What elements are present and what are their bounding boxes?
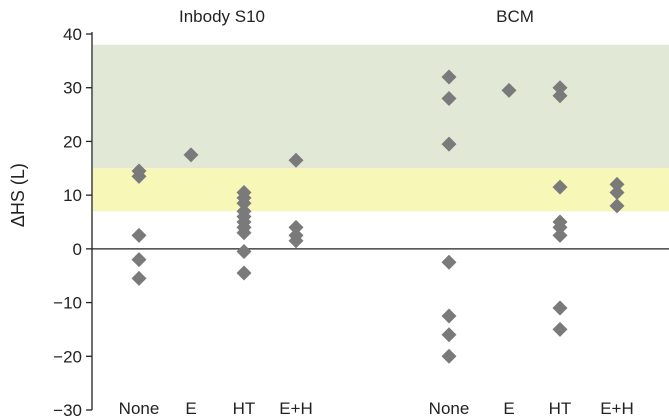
data-point <box>441 69 457 85</box>
data-point <box>552 321 568 337</box>
band-0 <box>93 44 669 169</box>
category-label: None <box>429 399 470 418</box>
data-point <box>183 147 199 163</box>
y-tick-label: 30 <box>63 79 82 98</box>
data-point <box>441 254 457 270</box>
data-point <box>441 348 457 364</box>
y-tick-label: −10 <box>53 294 82 313</box>
category-label: E+H <box>279 399 313 418</box>
data-point <box>552 80 568 96</box>
data-point <box>131 252 147 268</box>
data-points <box>131 69 625 364</box>
y-tick-label: −30 <box>53 401 82 418</box>
data-point <box>236 225 252 241</box>
data-point <box>552 219 568 235</box>
data-point <box>131 227 147 243</box>
band-1 <box>93 168 669 212</box>
category-label: HT <box>233 399 256 418</box>
y-tick-label: 0 <box>73 240 82 259</box>
y-axis-title: ΔHS (L) <box>8 163 28 227</box>
data-point <box>552 179 568 195</box>
data-point <box>441 136 457 152</box>
y-tick-label: 10 <box>63 186 82 205</box>
data-point <box>288 233 304 249</box>
category-label: None <box>119 399 160 418</box>
category-label: E <box>185 399 196 418</box>
data-point <box>131 270 147 286</box>
data-point <box>288 152 304 168</box>
data-point <box>609 184 625 200</box>
data-point <box>441 327 457 343</box>
data-point <box>288 219 304 235</box>
data-point <box>441 90 457 106</box>
data-point <box>609 198 625 214</box>
group-title-0: Inbody S10 <box>179 7 265 26</box>
data-point <box>131 168 147 184</box>
category-label: E+H <box>600 399 634 418</box>
y-tick-label: 20 <box>63 132 82 151</box>
category-labels: None E HT E+H None E HT E+H <box>119 399 634 418</box>
group-titles: Inbody S10 BCM <box>179 7 534 26</box>
y-axis: −30 −20 −10 0 10 20 30 40 <box>53 25 93 418</box>
data-point <box>441 308 457 324</box>
data-point <box>552 88 568 104</box>
data-point <box>236 265 252 281</box>
data-point <box>236 195 252 211</box>
data-point <box>236 244 252 260</box>
data-point <box>552 227 568 243</box>
data-point <box>552 300 568 316</box>
y-tick-label: −20 <box>53 347 82 366</box>
y-tick-label: 40 <box>63 25 82 44</box>
category-label: E <box>503 399 514 418</box>
category-label: HT <box>549 399 572 418</box>
group-title-1: BCM <box>496 7 534 26</box>
data-point <box>609 176 625 192</box>
background-bands <box>93 44 669 212</box>
data-point <box>501 82 517 98</box>
